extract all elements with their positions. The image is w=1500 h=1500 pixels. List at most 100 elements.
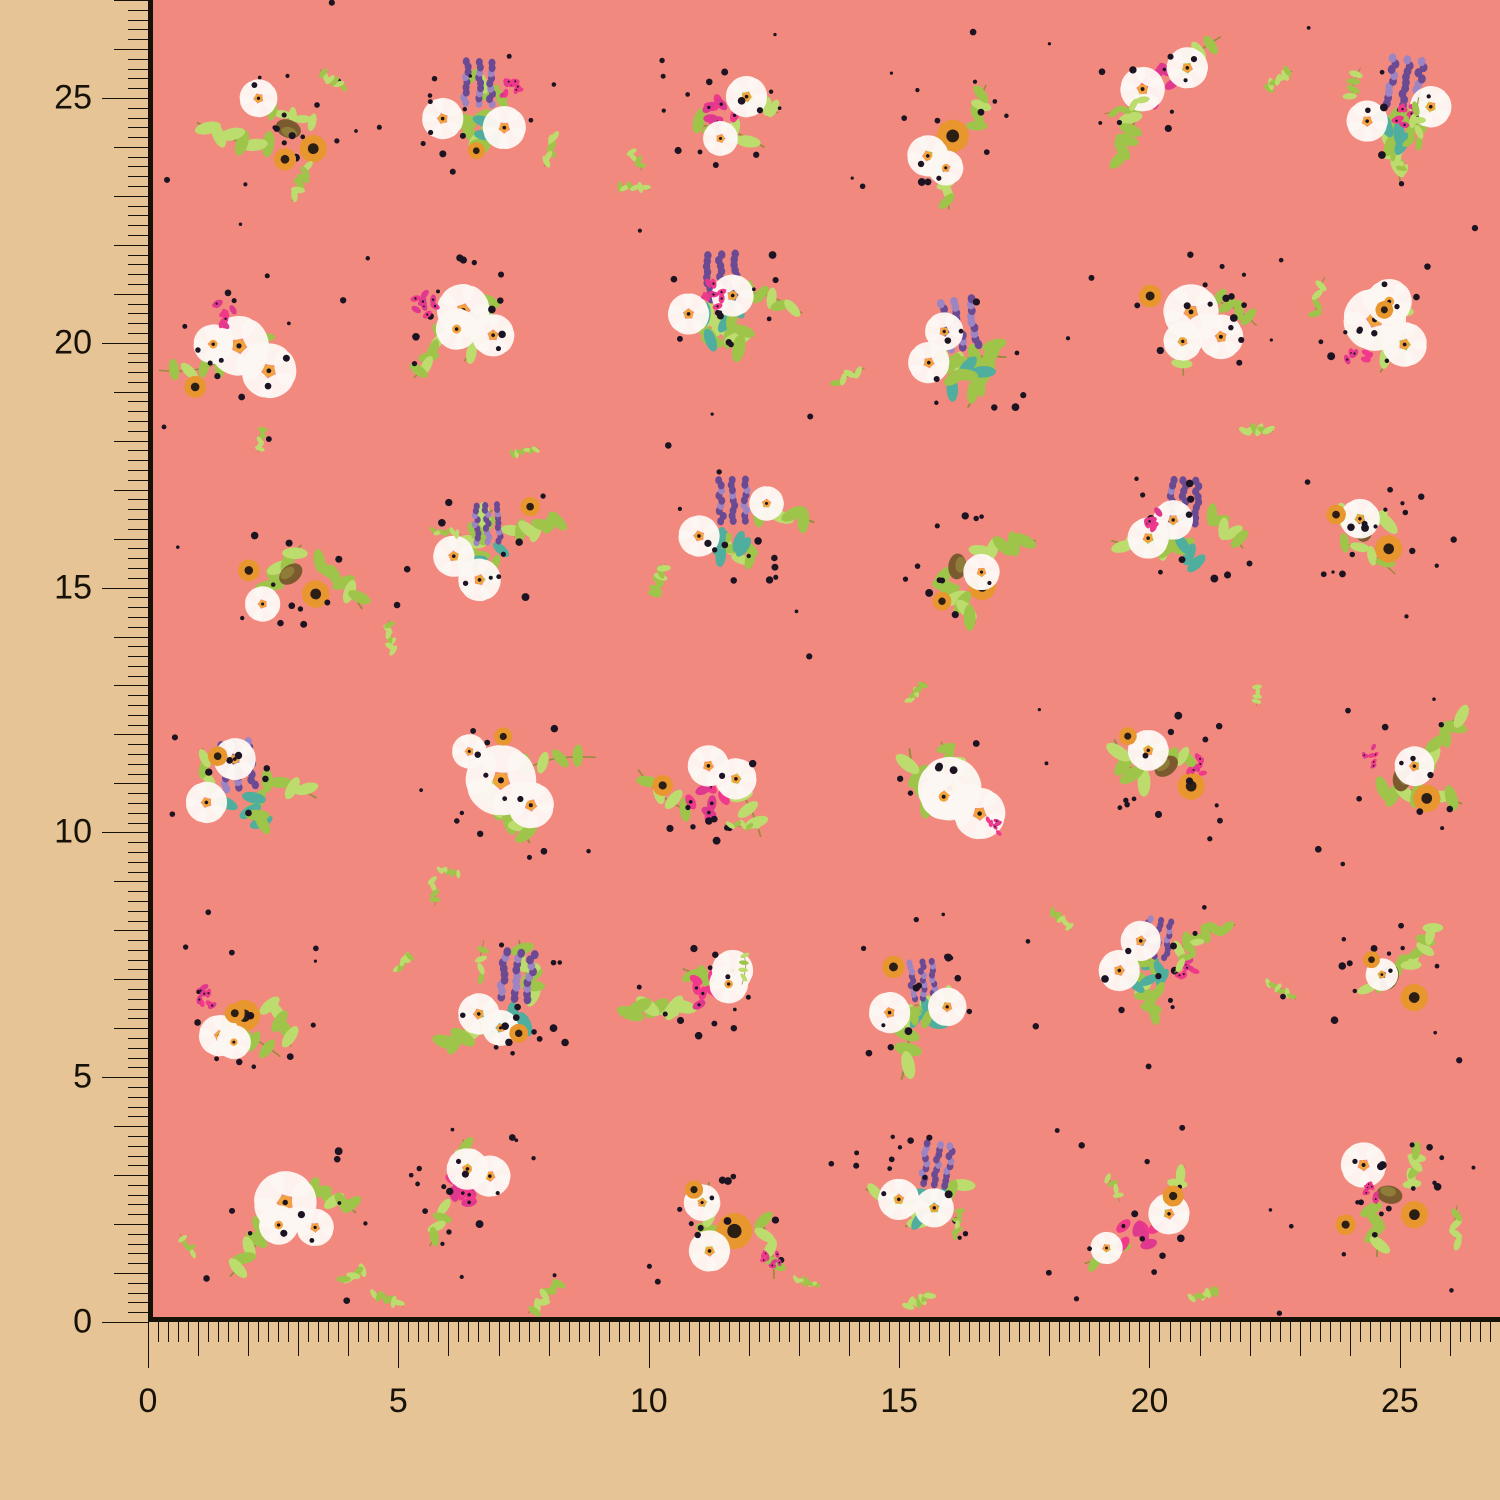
v-ruler-tick [128, 450, 148, 451]
v-ruler-tick [102, 832, 148, 833]
h-ruler-tick [1049, 1322, 1050, 1356]
v-ruler-tick [128, 362, 148, 363]
v-ruler-tick [128, 1283, 148, 1284]
v-ruler-tick [128, 166, 148, 167]
v-ruler-tick [128, 88, 148, 89]
h-ruler-label-25: 25 [1381, 1382, 1419, 1421]
horizontal-ruler[interactable]: 0 5 10 15 20 25 [148, 1322, 1500, 1500]
h-ruler-tick [448, 1322, 449, 1356]
h-ruler-tick [468, 1322, 469, 1342]
v-ruler-tick [128, 29, 148, 30]
h-ruler-tick [979, 1322, 980, 1342]
v-ruler-tick [128, 872, 148, 873]
v-ruler-tick [128, 705, 148, 706]
h-ruler-tick [929, 1322, 930, 1342]
h-ruler-tick [1220, 1322, 1221, 1342]
h-ruler-tick [298, 1322, 299, 1356]
h-ruler-tick [1029, 1322, 1030, 1342]
h-ruler-label-0: 0 [139, 1382, 158, 1421]
h-ruler-label-15: 15 [880, 1382, 918, 1421]
v-ruler-tick [114, 441, 148, 442]
v-ruler-tick [114, 147, 148, 148]
vertical-ruler[interactable]: 0 5 10 15 20 25 [0, 0, 148, 1322]
v-ruler-tick [114, 1126, 148, 1127]
h-ruler-tick [1490, 1322, 1491, 1342]
h-ruler-tick [1380, 1322, 1381, 1342]
h-ruler-tick [899, 1322, 900, 1368]
v-ruler-tick [128, 470, 148, 471]
v-ruler-tick [128, 509, 148, 510]
h-ruler-label-5: 5 [389, 1382, 408, 1421]
h-ruler-tick [1139, 1322, 1140, 1342]
v-ruler-tick [128, 1156, 148, 1157]
h-ruler-tick [1320, 1322, 1321, 1342]
v-ruler-tick [128, 1263, 148, 1264]
h-ruler-tick [1260, 1322, 1261, 1342]
h-ruler-tick [759, 1322, 760, 1342]
h-ruler-tick [258, 1322, 259, 1342]
v-ruler-tick [128, 1048, 148, 1049]
v-ruler-tick [128, 1058, 148, 1059]
v-ruler-tick [114, 49, 148, 50]
v-ruler-tick [128, 568, 148, 569]
h-ruler-tick [669, 1322, 670, 1342]
h-ruler-tick [689, 1322, 690, 1342]
h-ruler-tick [909, 1322, 910, 1342]
v-ruler-tick [114, 637, 148, 638]
v-ruler-label-20: 20 [54, 323, 92, 362]
v-ruler-tick [114, 979, 148, 980]
h-ruler-tick [1280, 1322, 1281, 1342]
h-ruler-tick [1069, 1322, 1070, 1342]
v-ruler-tick [128, 969, 148, 970]
h-ruler-tick [408, 1322, 409, 1342]
v-ruler-tick [128, 627, 148, 628]
h-ruler-tick [919, 1322, 920, 1342]
v-ruler-tick [128, 1293, 148, 1294]
v-ruler-tick [128, 529, 148, 530]
h-ruler-tick [709, 1322, 710, 1342]
v-ruler-tick [114, 294, 148, 295]
h-ruler-tick [1009, 1322, 1010, 1342]
h-ruler-tick [799, 1322, 800, 1356]
h-ruler-tick [1099, 1322, 1100, 1356]
v-ruler-tick [128, 1097, 148, 1098]
v-ruler-tick [128, 754, 148, 755]
v-ruler-tick [114, 196, 148, 197]
h-ruler-tick [238, 1322, 239, 1342]
v-ruler-tick [128, 578, 148, 579]
v-ruler-tick [128, 617, 148, 618]
v-ruler-tick [128, 646, 148, 647]
h-ruler-tick [1180, 1322, 1181, 1342]
v-ruler-tick [128, 852, 148, 853]
v-ruler-tick [128, 20, 148, 21]
h-ruler-tick [509, 1322, 510, 1342]
h-ruler-tick [1360, 1322, 1361, 1342]
v-ruler-tick [128, 460, 148, 461]
v-ruler-tick [128, 333, 148, 334]
v-ruler-label-15: 15 [54, 568, 92, 607]
v-ruler-tick [114, 490, 148, 491]
v-ruler-tick [128, 1204, 148, 1205]
h-ruler-tick [639, 1322, 640, 1342]
h-ruler-tick [1430, 1322, 1431, 1342]
h-ruler-tick [1440, 1322, 1441, 1342]
h-ruler-tick [388, 1322, 389, 1342]
h-ruler-tick [599, 1322, 600, 1356]
v-ruler-tick [102, 1322, 148, 1323]
h-ruler-tick [1270, 1322, 1271, 1342]
fabric-swatch [148, 0, 1500, 1322]
v-ruler-tick [128, 989, 148, 990]
h-ruler-tick [1019, 1322, 1020, 1342]
h-ruler-tick [1230, 1322, 1231, 1342]
v-ruler-tick [114, 0, 148, 1]
v-ruler-tick [102, 343, 148, 344]
v-ruler-tick [128, 206, 148, 207]
v-ruler-tick [114, 685, 148, 686]
h-ruler-tick [178, 1322, 179, 1342]
v-ruler-tick [128, 157, 148, 158]
v-ruler-tick [128, 78, 148, 79]
h-ruler-tick [1190, 1322, 1191, 1342]
v-ruler-tick [128, 1312, 148, 1313]
v-ruler-tick [128, 823, 148, 824]
v-ruler-tick [128, 744, 148, 745]
